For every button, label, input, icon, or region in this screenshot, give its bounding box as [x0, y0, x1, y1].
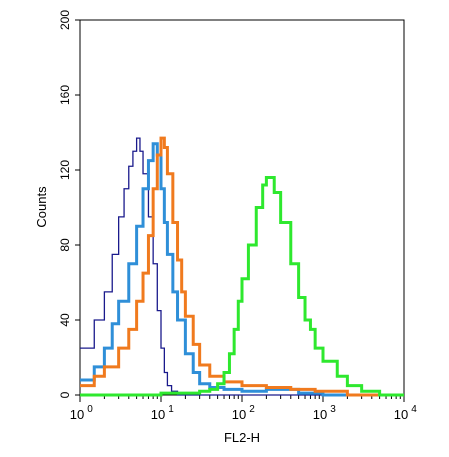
y-tick-label: 160: [58, 85, 72, 105]
x-tick-exponent: 1: [168, 404, 174, 415]
y-tick-label: 200: [58, 10, 72, 30]
y-tick-label: 0: [58, 391, 72, 398]
x-axis-label: FL2-H: [224, 430, 260, 445]
x-tick-exponent: 0: [87, 404, 93, 415]
y-tick-label: 80: [58, 238, 72, 252]
y-tick-label: 40: [58, 313, 72, 327]
series-2-line: [80, 142, 404, 397]
y-axis-ticks: 0 40 80 120 160 200: [58, 10, 80, 398]
y-axis-label: Counts: [34, 186, 49, 228]
x-tick-exponent: 3: [330, 404, 336, 415]
plot-area: [79, 19, 405, 396]
series-group: [80, 136, 404, 397]
x-axis-ticks: 10 0 10 1 10 2 10 3 10 4: [70, 395, 417, 422]
y-tick-label: 120: [58, 160, 72, 180]
x-tick-exponent: 2: [249, 404, 255, 415]
x-tick-label: 10: [232, 407, 246, 422]
x-tick-exponent: 4: [411, 404, 417, 415]
series-1-line: [80, 137, 404, 396]
series-3-line: [80, 136, 404, 397]
series-4-line: [80, 176, 404, 397]
x-tick-label: 10: [313, 407, 327, 422]
x-tick-label: 10: [70, 407, 84, 422]
x-tick-label: 10: [394, 407, 408, 422]
x-tick-label: 10: [151, 407, 165, 422]
